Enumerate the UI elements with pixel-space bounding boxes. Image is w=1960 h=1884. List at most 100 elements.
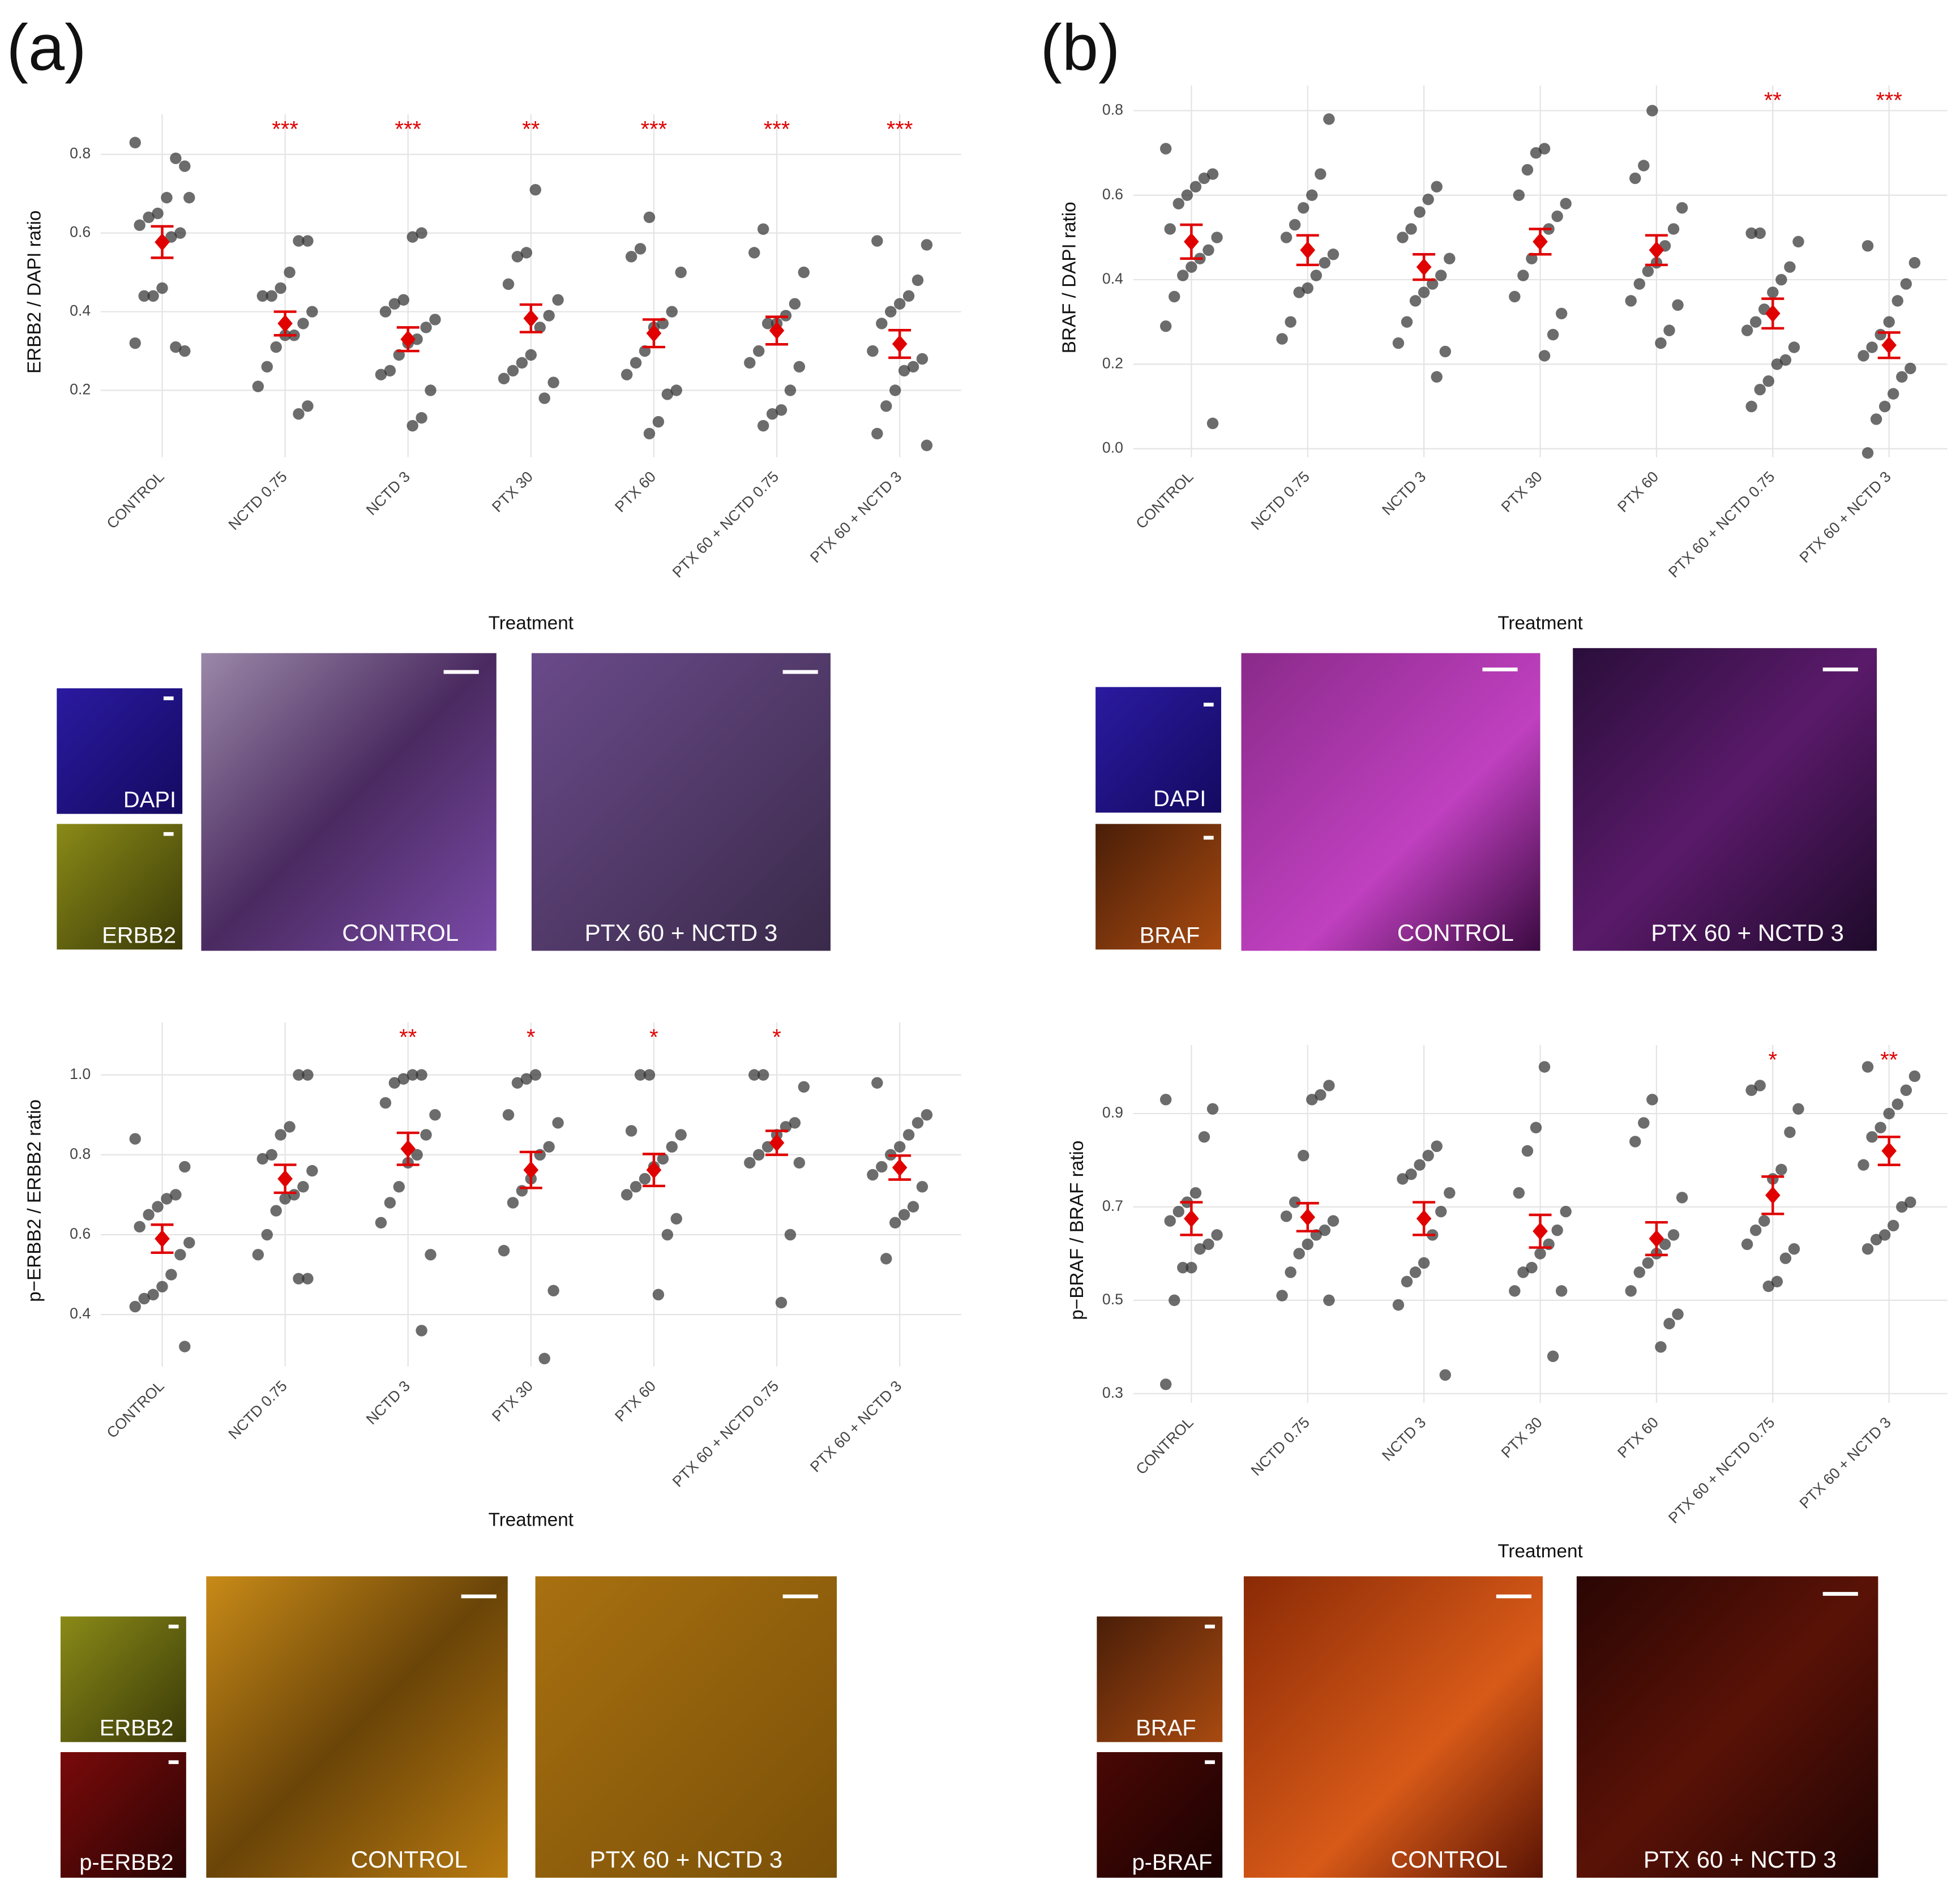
data-point (1206, 168, 1219, 180)
data-point (670, 384, 682, 396)
data-point (1762, 1280, 1774, 1292)
data-point (256, 290, 269, 302)
data-point (867, 345, 879, 357)
y-axis-title: BRAF / DAPI ratio (1059, 202, 1080, 353)
data-point (1754, 1080, 1766, 1091)
data-point (1646, 105, 1658, 117)
micrograph (531, 653, 831, 951)
micrograph (1095, 824, 1221, 950)
micrograph (57, 688, 183, 814)
data-point (416, 1069, 427, 1081)
data-point (1431, 371, 1443, 383)
data-point (1319, 256, 1331, 269)
data-point (152, 1201, 164, 1213)
data-point (876, 318, 888, 329)
x-tick-label: PTX 60 (1614, 1414, 1662, 1461)
data-point (620, 369, 633, 380)
data-point (898, 365, 910, 376)
significance-label: ** (1880, 1047, 1898, 1072)
micrograph (1095, 687, 1221, 813)
x-tick-label: PTX 60 + NCTD 0.75 (1665, 468, 1778, 581)
data-point (675, 1129, 687, 1141)
y-tick-label: 0.0 (1102, 439, 1123, 456)
data-point (179, 345, 191, 357)
data-point (1555, 307, 1568, 319)
x-tick-label: PTX 60 + NCTD 0.75 (669, 468, 782, 581)
data-point (1775, 1163, 1787, 1176)
chart: 0.2 0.4 0.6 0.8 CONTROL NCTD 0.75 NCTD 3 PTX 30… (24, 114, 961, 633)
y-tick-label: 0.4 (70, 1305, 91, 1322)
data-point (1509, 1285, 1521, 1297)
data-point (1788, 341, 1800, 353)
data-point (406, 1069, 418, 1081)
data-point (543, 310, 555, 322)
data-point (1444, 252, 1456, 264)
data-point (1875, 1121, 1886, 1133)
data-point (388, 298, 401, 310)
data-point (1749, 1224, 1762, 1236)
data-point (1189, 1187, 1202, 1199)
micrograph (201, 653, 497, 951)
data-point (134, 219, 145, 231)
data-point (183, 1236, 195, 1249)
micrograph-label: PTX 60 + NCTD 3 (1651, 919, 1844, 946)
data-point (174, 1249, 186, 1261)
data-point (156, 1281, 168, 1292)
data-point (1526, 252, 1538, 264)
data-point (1633, 278, 1645, 290)
data-point (138, 290, 150, 302)
y-tick-label: 0.6 (70, 1225, 91, 1242)
data-point (1655, 1341, 1667, 1353)
data-point (375, 1217, 387, 1229)
data-point (1280, 232, 1293, 243)
data-point (416, 227, 427, 239)
micrograph-label: p-BRAF (1132, 1850, 1212, 1875)
data-point (1667, 1229, 1680, 1241)
data-point (420, 322, 432, 333)
data-point (784, 1228, 797, 1241)
data-point (1414, 206, 1426, 218)
data-point (1891, 1098, 1903, 1110)
data-point (639, 1173, 651, 1185)
data-point (1866, 341, 1878, 353)
data-point (393, 1181, 405, 1193)
data-point (625, 251, 637, 263)
data-point (1202, 1238, 1214, 1251)
data-point (1530, 1121, 1542, 1133)
data-point (302, 1273, 314, 1284)
data-point (397, 294, 409, 306)
micrograph-group: DAPI BRAF CONTROL PTX 60 + NCTD 3 (1095, 648, 1877, 951)
y-tick-label: 0.3 (1102, 1384, 1123, 1401)
data-point (1159, 320, 1172, 332)
data-point (266, 1149, 277, 1161)
x-tick-label: CONTROL (1132, 1414, 1196, 1478)
data-point (1758, 1215, 1770, 1227)
data-point (306, 306, 318, 318)
x-tick-label: NCTD 3 (363, 468, 413, 519)
x-tick-label: NCTD 0.75 (1248, 1414, 1313, 1479)
data-point (1745, 1084, 1757, 1097)
data-point (1663, 324, 1675, 336)
data-point (1875, 328, 1886, 341)
micrograph (1573, 648, 1877, 951)
y-tick-label: 0.2 (1102, 354, 1123, 371)
data-point (152, 207, 164, 220)
data-point (1306, 1094, 1318, 1106)
data-point (511, 1077, 524, 1089)
data-point (165, 231, 177, 243)
data-point (1431, 181, 1443, 193)
data-point (1538, 143, 1551, 155)
significance-label: *** (1876, 88, 1902, 113)
data-point (1401, 316, 1413, 328)
panel-label: (b) (1040, 12, 1120, 84)
x-tick-label: PTX 60 (611, 1377, 659, 1425)
data-point (666, 306, 678, 318)
micrograph (1097, 1752, 1223, 1878)
data-point (1638, 1117, 1650, 1129)
data-point (1172, 198, 1184, 209)
data-point (1159, 1094, 1172, 1106)
mean-marker (277, 1170, 293, 1188)
x-tick-label: PTX 30 (1498, 468, 1546, 516)
data-point (297, 318, 309, 329)
x-tick-label: PTX 60 (611, 468, 659, 516)
